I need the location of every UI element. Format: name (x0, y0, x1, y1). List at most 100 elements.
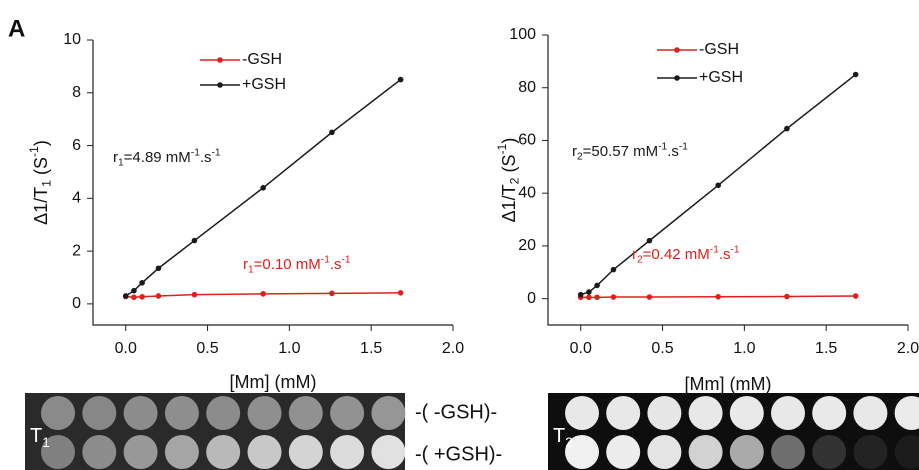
y-tick-label: 10 (63, 31, 81, 48)
legend-marker (217, 57, 223, 63)
y-tick-label: 20 (518, 237, 536, 254)
data-point (586, 289, 592, 295)
data-point (715, 294, 721, 300)
figure: T1T2-( -GSH)--( +GSH)-A02468100.00.51.01… (0, 0, 919, 470)
data-point (853, 72, 859, 78)
data-point (647, 238, 653, 244)
legend-marker (674, 75, 680, 81)
annotation: r2=0.42 mM-1.s-1 (632, 244, 740, 265)
data-point (611, 267, 617, 273)
data-point (398, 77, 404, 83)
data-point (260, 291, 266, 297)
data-point (156, 265, 162, 271)
text-segment: =50.57 mM (583, 143, 658, 160)
phantom-well (730, 396, 764, 430)
phantom-well (565, 396, 599, 430)
data-point (131, 294, 137, 300)
phantom-well (248, 396, 282, 430)
y-axis-label: Δ1/T2 (S-1) (495, 138, 521, 223)
phantom-well (606, 435, 640, 469)
y-tick-label: 60 (518, 132, 536, 149)
legend-label: -GSH (699, 41, 739, 58)
x-tick-label: 0.0 (115, 340, 137, 357)
annotation: r1=4.89 mM-1.s-1 (113, 147, 221, 168)
text-segment: (S (499, 155, 519, 178)
data-point (260, 185, 266, 191)
text-segment: ) (499, 138, 519, 144)
legend-marker (217, 82, 223, 88)
legend-marker (674, 47, 680, 53)
row-label: -( +GSH)- (415, 443, 502, 465)
legend-label: +GSH (242, 76, 286, 93)
data-point (139, 280, 145, 286)
x-tick-label: 1.5 (815, 340, 837, 357)
phantom-well (124, 396, 158, 430)
annotation: r2=50.57 mM-1.s-1 (572, 141, 688, 162)
data-point (123, 293, 129, 299)
y-tick-label: 100 (509, 26, 536, 43)
x-axis-label: [Mm] (mM) (685, 374, 772, 394)
phantom-well (730, 435, 764, 469)
text-segment: =4.89 mM (124, 149, 191, 166)
text-segment: -1 (321, 254, 330, 265)
y-tick-label: 40 (518, 184, 536, 201)
data-point (192, 292, 198, 298)
x-tick-label: 2.0 (442, 340, 464, 357)
phantom-well (330, 435, 364, 469)
phantom-well (165, 396, 199, 430)
phantom-well (206, 435, 240, 469)
data-point (192, 238, 198, 244)
panel-label: A (8, 15, 25, 42)
phantom-well (689, 396, 723, 430)
data-point (139, 294, 145, 300)
phantom-well (647, 435, 681, 469)
data-point (647, 294, 653, 300)
phantom-well (812, 435, 846, 469)
text-segment: =0.42 mM (643, 246, 710, 263)
x-tick-label: 0.0 (570, 340, 592, 357)
y-tick-label: 80 (518, 79, 536, 96)
text-segment: -1 (27, 146, 41, 157)
text-segment: 2 (565, 435, 573, 450)
x-tick-label: 0.5 (651, 340, 673, 357)
x-tick-label: 1.5 (360, 340, 382, 357)
text-segment: [Mm] (mM) (230, 372, 317, 392)
phantom-well (206, 396, 240, 430)
x-tick-label: 0.5 (196, 340, 218, 357)
phantom-well (289, 435, 323, 469)
text-segment: [Mm] (mM) (685, 374, 772, 394)
phantom-well (853, 435, 887, 469)
phantom-well (330, 396, 364, 430)
text-segment: -1 (495, 143, 509, 154)
y-tick-label: 6 (72, 137, 81, 154)
data-point (594, 283, 600, 289)
x-axis-label: [Mm] (mM) (230, 372, 317, 392)
phantom-well (689, 435, 723, 469)
data-point (156, 293, 162, 299)
phantom-well (647, 396, 681, 430)
data-point (398, 290, 404, 296)
text-segment: -1 (342, 254, 351, 265)
phantom-well (812, 396, 846, 430)
phantom-well (248, 435, 282, 469)
phantom-well (371, 435, 405, 469)
x-tick-label: 1.0 (278, 340, 300, 357)
y-tick-label: 2 (72, 242, 81, 259)
data-point (853, 293, 859, 299)
data-point (586, 295, 592, 301)
data-point (578, 292, 584, 298)
text-segment: -1 (710, 244, 719, 255)
text-segment: Δ1/T (499, 184, 519, 222)
y-tick-label: 8 (72, 84, 81, 101)
y-tick-label: 0 (527, 290, 536, 307)
text-segment: .s (719, 246, 731, 263)
phantom-well (124, 435, 158, 469)
text-segment: .s (200, 149, 212, 166)
phantom-well (289, 396, 323, 430)
phantom-well (82, 396, 116, 430)
data-point (329, 291, 335, 297)
x-tick-label: 1.0 (733, 340, 755, 357)
phantom-well (165, 435, 199, 469)
text-segment: =0.10 mM (254, 256, 321, 273)
text-segment: T (553, 425, 565, 447)
